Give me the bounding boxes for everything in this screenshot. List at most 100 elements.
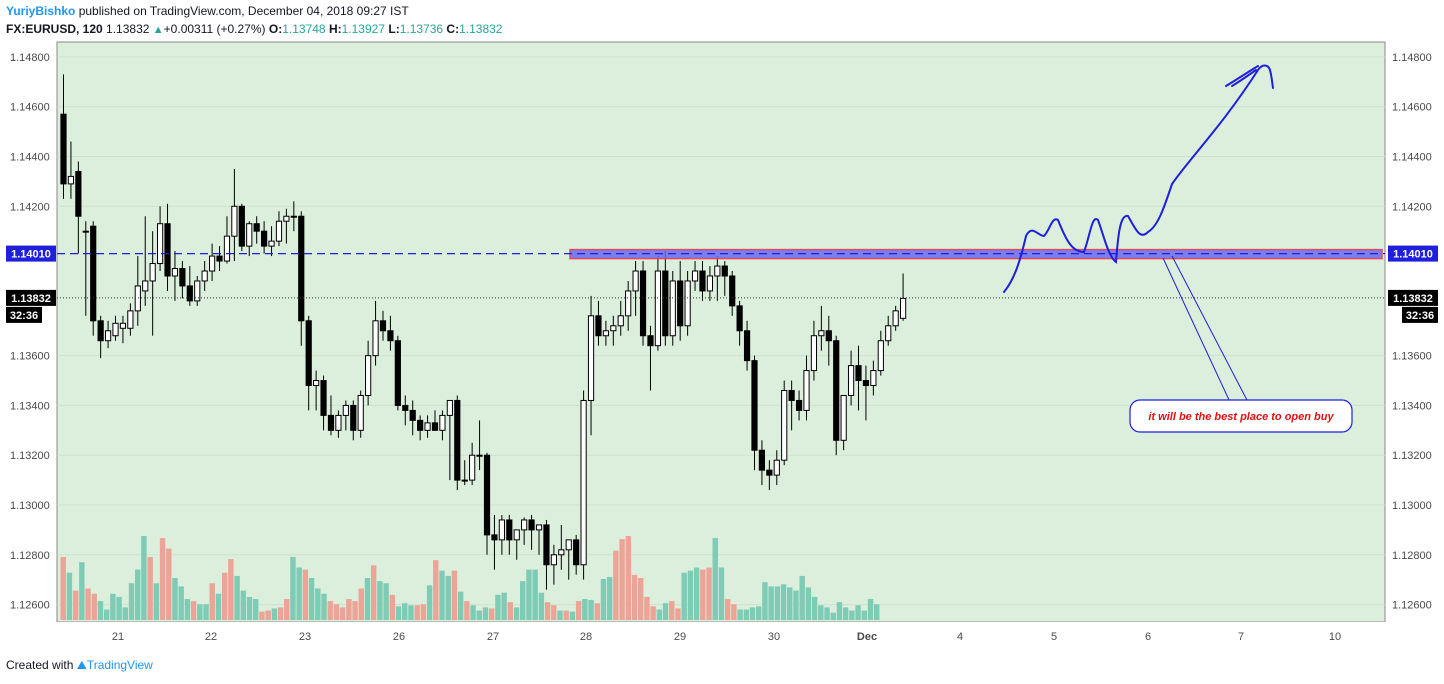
candle-up xyxy=(602,330,609,337)
y-tick-label-right: 1.13400 xyxy=(1392,400,1432,412)
volume-bar xyxy=(662,603,669,620)
candle-down xyxy=(402,404,409,411)
current-price-tag-left: 1.13832 xyxy=(11,293,51,305)
volume-bar xyxy=(544,602,551,620)
up-triangle-icon: ▲ xyxy=(152,24,164,36)
volume-bar xyxy=(644,596,650,620)
volume-bar xyxy=(526,569,532,620)
volume-bar xyxy=(470,605,476,620)
y-tick-label-right: 1.12800 xyxy=(1392,550,1432,562)
candle-up xyxy=(201,270,208,282)
candle-down xyxy=(862,380,870,387)
callout-pointer xyxy=(1162,255,1249,403)
y-tick-label-right: 1.14400 xyxy=(1392,152,1432,164)
candle-up xyxy=(231,205,238,237)
resistance-price-tag-left: 1.14010 xyxy=(11,249,51,261)
volume-bar xyxy=(234,575,240,620)
candle-up xyxy=(870,370,877,387)
volume-bar xyxy=(693,567,700,620)
candle-down xyxy=(788,389,795,401)
volume-bar xyxy=(805,587,812,620)
volume-bar xyxy=(706,567,712,620)
x-tick-label: 7 xyxy=(1238,631,1244,643)
volume-bar xyxy=(513,607,520,620)
volume-bar xyxy=(849,610,855,620)
volume-bar xyxy=(830,612,836,620)
candle-down xyxy=(216,255,223,262)
volume-bar xyxy=(271,608,278,620)
candle-up xyxy=(469,454,476,481)
volume-bar xyxy=(793,590,799,620)
volume-bar xyxy=(700,569,706,620)
tradingview-brand[interactable]: TradingView xyxy=(86,658,153,672)
volume-bar xyxy=(352,601,358,620)
candle-up xyxy=(706,275,714,292)
volume-bar xyxy=(259,611,265,620)
volume-bar xyxy=(749,607,756,620)
y-axis: 1.14800 1.14800 1.14600 1.14600 1.14400 1.144… xyxy=(10,52,1432,612)
x-tick-label: Dec xyxy=(857,631,877,643)
volume-bar xyxy=(135,569,141,620)
x-tick-label: 10 xyxy=(1329,631,1341,643)
candle-up xyxy=(127,310,134,329)
volume-bar xyxy=(159,538,166,620)
y-tick-label-left: 1.13000 xyxy=(10,500,50,512)
volume-bar xyxy=(141,536,147,620)
candle-up xyxy=(476,454,483,457)
candle-down xyxy=(75,170,82,217)
candle-up xyxy=(654,270,661,347)
volume-bar xyxy=(203,604,209,620)
symbol-header: FX:EURUSD, 120 1.13832 ▲+0.00311 (+0.27%… xyxy=(6,22,502,36)
candle-down xyxy=(647,335,654,347)
volume-bars xyxy=(60,536,880,620)
candle-down xyxy=(758,449,766,471)
candle-up xyxy=(513,529,520,541)
x-tick-label: 21 xyxy=(112,631,124,643)
candle-up xyxy=(275,220,283,242)
price-levels xyxy=(57,248,1385,299)
y-tick-label-right: 1.13000 xyxy=(1392,500,1432,512)
volume-bar xyxy=(166,548,172,620)
price-change: +0.00311 (+0.27%) xyxy=(163,22,266,36)
candle-up xyxy=(283,215,290,222)
volume-bar xyxy=(464,601,470,620)
price-labels: 1.14010 1.14010 1.13832 1.13832 32:36 32:36 xyxy=(6,245,1438,323)
candle-up xyxy=(246,223,253,247)
candle-down xyxy=(238,205,245,247)
candle-up xyxy=(461,479,468,482)
candle-up xyxy=(610,325,617,332)
volume-bar xyxy=(575,601,582,620)
volume-bar xyxy=(284,599,290,620)
high-label: H: xyxy=(328,22,342,36)
volume-bar xyxy=(209,583,215,620)
volume-bar xyxy=(799,575,805,620)
candle-down xyxy=(662,270,669,337)
volume-bar xyxy=(153,583,160,620)
volume-bar xyxy=(190,601,197,620)
author-name[interactable]: YuriyBishko xyxy=(6,4,76,18)
candle-up xyxy=(625,290,632,317)
volume-bar xyxy=(768,586,774,620)
volume-bar xyxy=(215,593,222,620)
candle-down xyxy=(833,340,840,441)
volume-bar xyxy=(656,609,663,620)
volume-bar xyxy=(824,607,830,620)
candle-down xyxy=(394,340,401,406)
countdown-tag-left: 32:36 xyxy=(10,310,38,322)
volume-bar xyxy=(364,578,371,620)
volume-bar xyxy=(619,539,625,620)
candle-down xyxy=(751,360,758,451)
candle-down xyxy=(305,320,312,387)
volume-bar xyxy=(588,600,594,620)
y-tick-label-left: 1.12600 xyxy=(10,600,50,612)
volume-bar xyxy=(327,601,333,620)
current-price-tag-right: 1.13832 xyxy=(1393,293,1433,305)
candle-up xyxy=(684,280,691,327)
candle-up xyxy=(892,310,899,327)
x-tick-label: 28 xyxy=(580,631,592,643)
arrow-head-drawing xyxy=(1225,65,1259,87)
volume-bar xyxy=(811,596,818,620)
volume-bar xyxy=(613,550,619,620)
candle-up xyxy=(424,422,431,431)
